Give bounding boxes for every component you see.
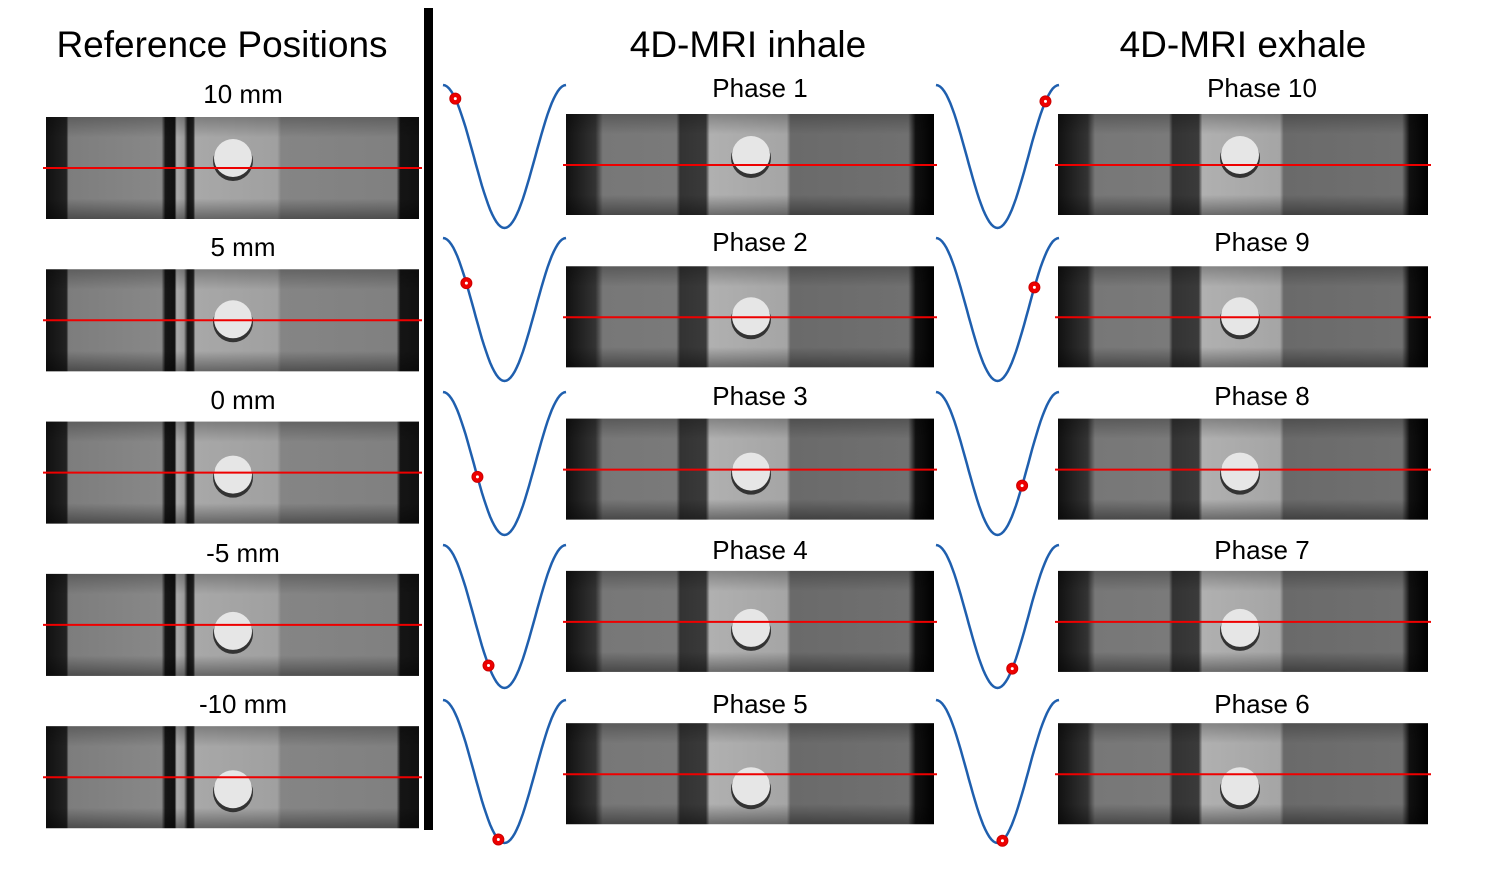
mri-image bbox=[563, 114, 937, 215]
marker bbox=[214, 770, 252, 809]
mri-image bbox=[1055, 114, 1431, 215]
phase-dot-center bbox=[1000, 839, 1004, 843]
phase-label: Phase 10 bbox=[1207, 73, 1317, 103]
mri-image bbox=[43, 269, 422, 372]
mri-image bbox=[1055, 570, 1431, 672]
marker bbox=[214, 139, 252, 177]
marker bbox=[732, 452, 770, 491]
phase-dot-center bbox=[1043, 99, 1047, 103]
breathing-curve bbox=[442, 236, 567, 383]
breathing-curve bbox=[935, 236, 1060, 383]
marker bbox=[732, 767, 770, 806]
position-label: 10 mm bbox=[203, 79, 282, 109]
phase-label: Phase 7 bbox=[1214, 535, 1309, 565]
mri-image bbox=[1055, 723, 1431, 825]
mri-image bbox=[43, 117, 422, 219]
breathing-curve bbox=[442, 698, 567, 845]
mri-image bbox=[1055, 266, 1431, 368]
marker bbox=[214, 455, 252, 494]
marker bbox=[1221, 608, 1259, 647]
column-title: 4D-MRI inhale bbox=[630, 24, 866, 65]
breathing-curve bbox=[935, 83, 1060, 230]
marker bbox=[1221, 136, 1259, 174]
phase-dot-center bbox=[1010, 667, 1014, 671]
mri-image bbox=[563, 723, 937, 825]
phase-label: Phase 2 bbox=[712, 227, 807, 257]
phase-dot-center bbox=[1020, 484, 1024, 488]
phase-label: Phase 5 bbox=[712, 689, 807, 719]
marker bbox=[732, 608, 770, 647]
phase-dot-center bbox=[475, 475, 479, 479]
phase-label: Phase 1 bbox=[712, 73, 807, 103]
phase-dot-center bbox=[464, 281, 468, 285]
position-label: -10 mm bbox=[199, 689, 287, 719]
breathing-curve bbox=[935, 698, 1060, 845]
phase-dot-center bbox=[1032, 285, 1036, 289]
column-title: 4D-MRI exhale bbox=[1120, 24, 1367, 65]
position-label: 5 mm bbox=[211, 232, 276, 262]
breathing-curve bbox=[442, 390, 567, 537]
breathing-curve bbox=[442, 83, 567, 230]
breathing-curve bbox=[442, 543, 567, 690]
phase-dot-center bbox=[487, 663, 491, 667]
mri-image bbox=[1055, 418, 1431, 520]
mri-image bbox=[563, 266, 937, 368]
phase-label: Phase 8 bbox=[1214, 381, 1309, 411]
divider bbox=[424, 8, 433, 830]
breathing-curve bbox=[935, 390, 1060, 537]
phase-label: Phase 3 bbox=[712, 381, 807, 411]
marker bbox=[214, 611, 252, 650]
mri-image bbox=[43, 573, 422, 676]
marker bbox=[1221, 767, 1259, 806]
position-label: -5 mm bbox=[206, 538, 280, 568]
column-title: Reference Positions bbox=[56, 24, 387, 65]
breathing-curve bbox=[935, 543, 1060, 690]
phase-dot-center bbox=[453, 97, 457, 101]
marker bbox=[1221, 452, 1259, 491]
phase-dot-center bbox=[496, 838, 500, 842]
position-label: 0 mm bbox=[211, 385, 276, 415]
mri-image bbox=[43, 726, 422, 829]
mri-image bbox=[563, 418, 937, 520]
mri-image bbox=[43, 421, 422, 524]
mri-image bbox=[563, 570, 937, 672]
phase-label: Phase 9 bbox=[1214, 227, 1309, 257]
marker bbox=[732, 136, 770, 174]
phase-label: Phase 4 bbox=[712, 535, 807, 565]
phase-label: Phase 6 bbox=[1214, 689, 1309, 719]
